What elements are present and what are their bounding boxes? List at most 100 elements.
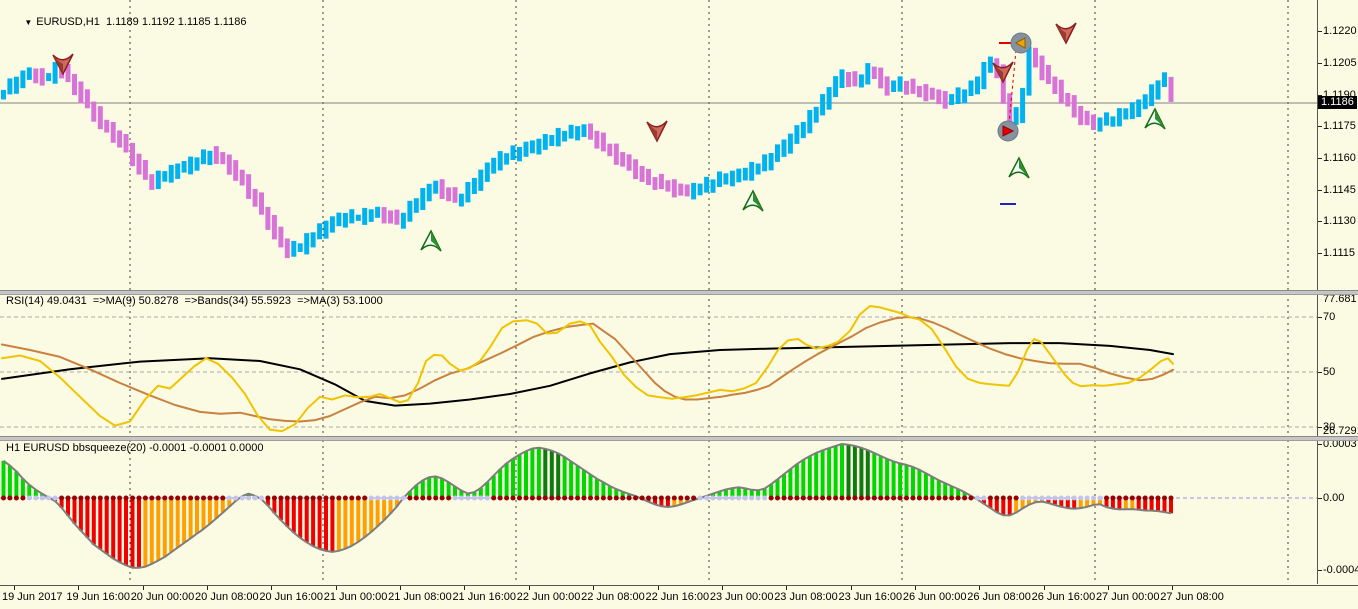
up-bar xyxy=(420,188,426,210)
squeeze-on-dot xyxy=(278,495,284,501)
up-bar xyxy=(575,126,581,141)
trade-open-marker[interactable] xyxy=(997,120,1019,142)
time-axis-label: 21 Jun 00:00 xyxy=(323,591,388,603)
up-bar xyxy=(581,124,587,137)
up-bar xyxy=(839,69,845,88)
bbsqueeze-histogram-bar xyxy=(78,498,83,531)
rsi-canvas[interactable] xyxy=(0,293,1358,436)
bbsqueeze-histogram-bar xyxy=(878,456,883,498)
price-chart-panel[interactable]: ▼ EURUSD,H1 1.1189 1.1192 1.1185 1.1186 1… xyxy=(0,0,1358,290)
up-bar xyxy=(1104,112,1109,126)
squeeze-off-dot xyxy=(762,495,768,501)
trade-connector-line[interactable] xyxy=(1008,49,1017,125)
bbsqueeze-histogram-bar xyxy=(601,482,606,498)
squeeze-on-dot xyxy=(104,495,110,501)
bbsqueeze-histogram-bar xyxy=(827,448,832,498)
squeeze-on-dot xyxy=(1,495,6,501)
up-bar xyxy=(787,133,793,154)
squeeze-on-dot xyxy=(446,495,452,501)
panel-separator-rsi-bb[interactable] xyxy=(0,436,1358,441)
up-bar xyxy=(1,89,6,100)
bbsqueeze-histogram-bar xyxy=(840,444,844,498)
price-axis-tick xyxy=(1317,31,1322,33)
bbsqueeze-histogram-bar xyxy=(298,498,303,538)
panel-separator-main-rsi[interactable] xyxy=(0,290,1358,295)
down-bar xyxy=(910,78,916,94)
squeeze-on-dot xyxy=(284,495,290,501)
squeeze-on-dot xyxy=(1123,495,1129,501)
bbsqueeze-histogram-bar xyxy=(762,488,767,498)
time-axis-tick xyxy=(979,586,981,590)
bbsqueeze-histogram-bar xyxy=(543,448,548,498)
squeeze-on-dot xyxy=(884,495,890,501)
sell-arrow-icon[interactable] xyxy=(1055,22,1077,45)
squeeze-off-dot xyxy=(465,495,471,501)
bbsqueeze-histogram-bar xyxy=(1052,498,1057,505)
rsi-panel[interactable]: RSI(14) 49.0431 =>MA(9) 50.8278 =>Bands(… xyxy=(0,293,1358,437)
sell-arrow-icon[interactable] xyxy=(52,53,74,76)
squeeze-on-dot xyxy=(362,495,368,501)
squeeze-off-dot xyxy=(239,495,245,501)
bbsqueeze-histogram-bar xyxy=(27,484,32,498)
buy-arrow-icon[interactable] xyxy=(1008,156,1030,179)
bbsqueeze-histogram-bar xyxy=(362,498,367,538)
price-axis-tick xyxy=(1317,126,1322,128)
bbsqueeze-histogram-bar xyxy=(1091,498,1096,505)
up-bar xyxy=(813,106,819,123)
price-chart-canvas[interactable] xyxy=(0,0,1358,290)
time-axis-tick xyxy=(207,586,209,590)
time-axis[interactable]: 19 Jun 2017 19 Jun 16:00 20 Jun 00:00 20 Ju… xyxy=(0,585,1358,609)
squeeze-on-dot xyxy=(652,495,658,501)
up-bar xyxy=(781,139,787,157)
bbsqueeze-canvas[interactable] xyxy=(0,440,1358,584)
up-bar xyxy=(304,233,310,255)
bbsqueeze-histogram-bar xyxy=(207,498,212,524)
trade-close-marker[interactable] xyxy=(1010,32,1032,54)
sell-arrow-icon[interactable] xyxy=(646,120,668,143)
current-price-label: 1.1186 xyxy=(1318,96,1357,109)
bbsqueeze-histogram-bar xyxy=(433,476,438,498)
squeeze-on-dot xyxy=(1136,495,1142,501)
buy-arrow-icon[interactable] xyxy=(420,229,442,252)
down-bar xyxy=(678,183,684,196)
squeeze-on-dot xyxy=(897,495,903,501)
squeeze-on-dot xyxy=(936,495,942,501)
buy-arrow-icon[interactable] xyxy=(742,189,764,212)
squeeze-on-dot xyxy=(916,495,922,501)
up-bar xyxy=(820,94,826,116)
up-bar xyxy=(1149,84,1155,107)
sell-arrow-icon[interactable] xyxy=(992,61,1014,84)
down-bar xyxy=(846,72,851,88)
up-bar xyxy=(1162,72,1167,87)
bbsqueeze-panel[interactable]: H1 EURUSD bbsqueeze(20) -0.0001 -0.0001 … xyxy=(0,439,1358,584)
down-bar xyxy=(1168,76,1174,102)
down-bar xyxy=(1071,95,1077,118)
bbsqueeze-histogram-bar xyxy=(369,498,374,532)
bbsqueeze-histogram-bar xyxy=(885,458,890,498)
squeeze-off-dot xyxy=(484,495,490,501)
bbsqueeze-histogram-bar xyxy=(85,498,90,538)
bbsqueeze-histogram-bar xyxy=(717,491,722,498)
price-axis-label: 1.1190 xyxy=(1323,88,1356,101)
up-bar xyxy=(336,212,342,227)
up-bar xyxy=(1020,87,1026,124)
buy-arrow-icon[interactable] xyxy=(1144,107,1166,130)
up-bar xyxy=(807,110,813,134)
symbol-dropdown-icon[interactable]: ▼ xyxy=(24,18,33,27)
up-bar xyxy=(458,193,464,207)
down-bar xyxy=(84,89,90,109)
up-bar xyxy=(46,73,52,82)
time-axis-tick xyxy=(271,586,273,590)
squeeze-on-dot xyxy=(807,495,813,501)
down-bar xyxy=(852,71,858,87)
buy-arrow-shade xyxy=(1019,158,1029,178)
down-bar xyxy=(104,119,110,133)
up-bar xyxy=(691,182,697,200)
up-bar xyxy=(562,130,568,142)
time-axis-tick xyxy=(786,586,788,590)
bbsqueeze-histogram-bar xyxy=(291,498,296,533)
squeeze-off-dot xyxy=(742,495,748,501)
bbsqueeze-histogram-bar xyxy=(20,478,25,498)
down-bar xyxy=(878,67,884,89)
squeeze-on-dot xyxy=(852,495,858,501)
